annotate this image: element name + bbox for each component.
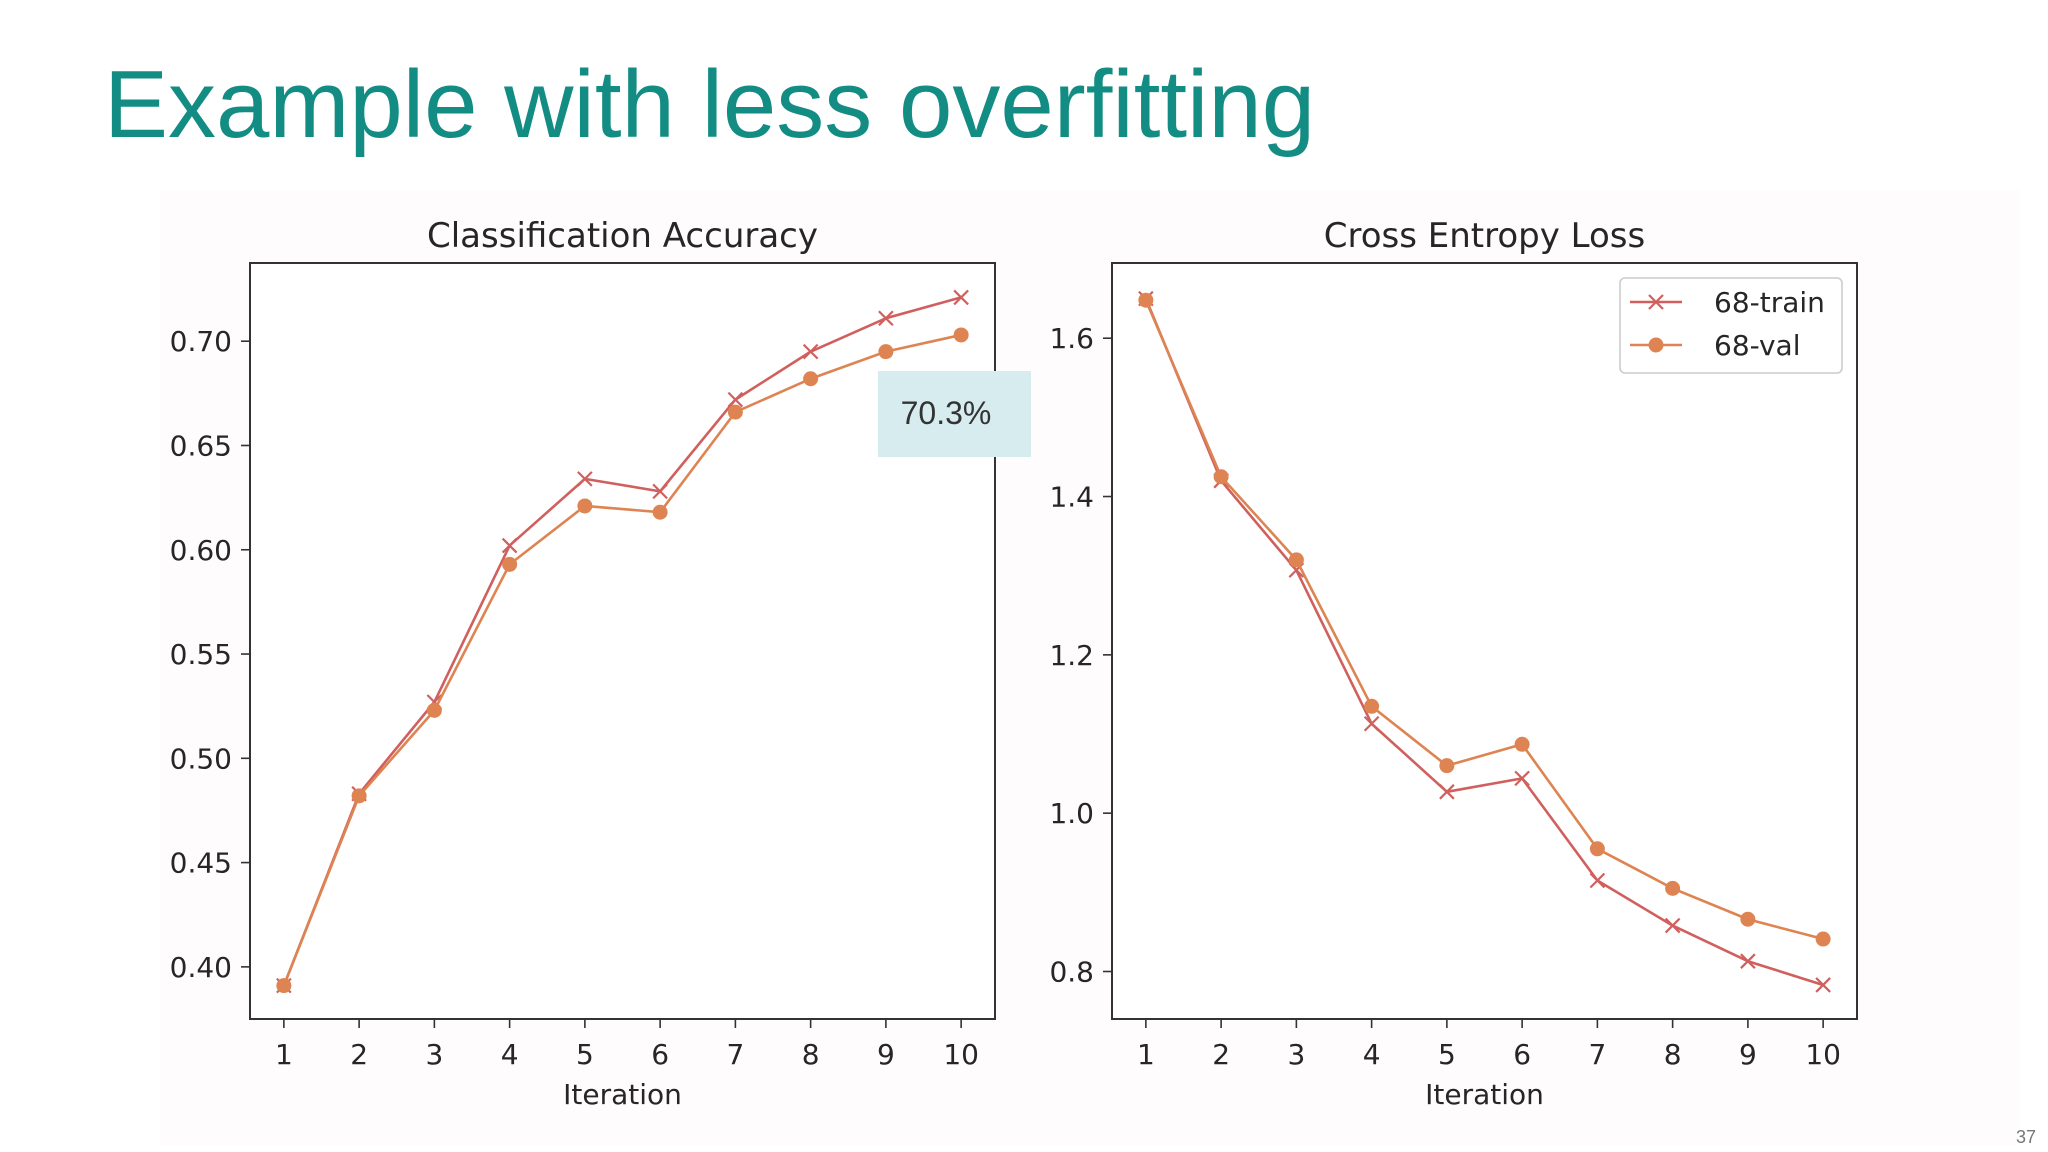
y-tick-label: 0.70 <box>170 325 232 358</box>
data-point-68-val <box>878 344 894 360</box>
y-tick-label: 0.8 <box>1049 956 1094 989</box>
chart-accuracy: Classification Accuracy 1 2 3 4 5 6 7 8 9 10 Iterat… <box>170 216 996 1111</box>
slide-number: 37 <box>2015 1127 2036 1147</box>
data-point-68-val <box>953 327 969 343</box>
y-tick-label: 0.40 <box>170 951 232 984</box>
x-tick-label: 9 <box>1739 1038 1757 1071</box>
x-tick-label: 6 <box>651 1038 669 1071</box>
chart-title: Cross Entropy Loss <box>1324 216 1646 256</box>
data-point-68-train <box>1514 770 1530 787</box>
data-point-68-train <box>1815 977 1831 993</box>
legend-marker <box>1648 337 1664 353</box>
data-point-68-train <box>1664 917 1681 934</box>
x-tick-label: 5 <box>1438 1038 1456 1071</box>
y-tick-label: 1.0 <box>1049 797 1094 830</box>
data-point-68-train <box>878 310 894 327</box>
data-point-68-train <box>727 391 744 408</box>
data-point-68-train <box>501 537 518 554</box>
x-tick-label: 5 <box>576 1038 594 1071</box>
series-line-68-train <box>282 296 962 987</box>
data-point-68-train <box>1740 953 1756 969</box>
x-tick-label: 10 <box>943 1038 979 1071</box>
slide-title: Example with less overfitting <box>104 51 1316 158</box>
data-point-68-val <box>803 371 819 387</box>
data-point-68-val <box>351 788 367 804</box>
data-point-68-train <box>1439 784 1455 800</box>
series-line-68-val <box>282 333 962 987</box>
x-tick-label: 9 <box>877 1038 895 1071</box>
accuracy-callout: 70.3% <box>878 371 1031 457</box>
y-tick-label: 1.4 <box>1049 481 1094 514</box>
data-point-68-val <box>1740 911 1756 927</box>
data-point-68-val <box>1288 552 1304 568</box>
x-tick-label: 8 <box>802 1038 820 1071</box>
data-point-68-train <box>1363 715 1380 732</box>
legend-label: 68-val <box>1714 329 1801 362</box>
data-point-68-train <box>1589 872 1606 889</box>
x-tick-label: 3 <box>1287 1038 1305 1071</box>
x-tick-label: 6 <box>1513 1038 1531 1071</box>
x-axis-label: Iteration <box>563 1078 682 1111</box>
data-point-68-val <box>1665 880 1681 896</box>
data-point-68-val <box>1589 841 1605 857</box>
x-tick-label: 2 <box>350 1038 368 1071</box>
chart-loss: Cross Entropy Loss 1 2 3 4 5 6 7 8 9 10 Iteration 0.… <box>1049 216 1858 1111</box>
data-point-68-train <box>577 471 593 487</box>
data-point-68-val <box>1364 698 1380 714</box>
x-tick-label: 10 <box>1805 1038 1841 1071</box>
y-tick-label: 0.50 <box>170 742 232 775</box>
data-point-68-val <box>1439 758 1455 774</box>
data-point-68-val <box>426 702 442 718</box>
x-axis-label: Iteration <box>1425 1078 1544 1111</box>
x-tick-label: 4 <box>501 1038 519 1071</box>
data-point-68-val <box>577 498 593 514</box>
legend-label: 68-train <box>1714 286 1825 319</box>
plot-frame <box>249 262 996 1020</box>
data-point-68-val <box>1514 736 1530 752</box>
legend-marker <box>1648 294 1664 310</box>
y-tick-label: 0.60 <box>170 534 232 567</box>
y-tick-label: 0.55 <box>170 638 232 671</box>
callout-text: 70.3% <box>901 395 992 431</box>
data-point-68-train <box>652 483 668 500</box>
callout-box <box>878 371 1031 457</box>
data-point-68-val <box>276 978 292 994</box>
data-point-68-val <box>727 404 743 420</box>
y-tick-label: 1.6 <box>1049 322 1094 355</box>
y-tick-label: 0.65 <box>170 429 232 462</box>
x-tick-label: 4 <box>1363 1038 1381 1071</box>
series-line-68-train <box>1144 298 1824 987</box>
x-tick-label: 7 <box>1588 1038 1606 1071</box>
data-point-68-val <box>1815 931 1831 947</box>
y-tick-label: 1.2 <box>1049 639 1094 672</box>
plot-frame <box>1111 262 1858 1020</box>
x-tick-label: 8 <box>1664 1038 1682 1071</box>
y-tick-label: 0.45 <box>170 847 232 880</box>
x-tick-label: 2 <box>1212 1038 1230 1071</box>
x-tick-label: 7 <box>726 1038 744 1071</box>
data-point-68-train <box>953 289 969 306</box>
data-point-68-val <box>1213 469 1229 485</box>
x-tick-label: 1 <box>275 1038 293 1071</box>
series-line-68-val <box>1144 299 1824 941</box>
data-point-68-train <box>802 343 819 360</box>
chart-title: Classification Accuracy <box>427 216 818 256</box>
data-point-68-val <box>652 504 668 520</box>
x-tick-label: 3 <box>425 1038 443 1071</box>
x-tick-label: 1 <box>1137 1038 1155 1071</box>
data-point-68-val <box>502 556 518 572</box>
data-point-68-val <box>1138 292 1154 308</box>
